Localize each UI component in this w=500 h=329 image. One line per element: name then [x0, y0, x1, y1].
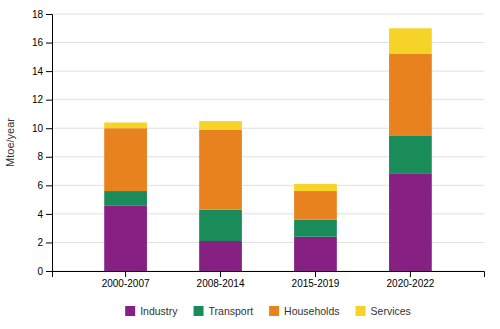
bar [199, 241, 242, 271]
tick-label: 2 [37, 237, 43, 248]
tick-label: 6 [37, 180, 43, 191]
tick: 4 [37, 209, 52, 220]
bar [389, 54, 432, 135]
tick-mark [46, 71, 52, 72]
bars [104, 28, 432, 271]
bar [104, 205, 147, 271]
bar [389, 28, 432, 54]
series [104, 28, 432, 191]
series [104, 54, 432, 220]
tick: 8 [37, 151, 52, 162]
bar [104, 128, 147, 191]
tick: 18 [32, 9, 52, 20]
tick-label: 0 [37, 266, 43, 277]
grid-line [52, 14, 484, 15]
legend-label: Industry [140, 305, 178, 317]
legend-item: Industry [125, 305, 178, 317]
bar [294, 220, 337, 237]
bar [199, 130, 242, 210]
tick: 2008-2014 [197, 271, 245, 289]
tick: 2 [37, 237, 52, 248]
bar [294, 191, 337, 220]
bar [104, 123, 147, 129]
tick: 6 [37, 180, 52, 191]
tick-label: 14 [32, 66, 44, 77]
x-axis: 2000-2007 2008-2014 2015-2019 2020-2022 [53, 271, 485, 289]
tick-label: 10 [32, 123, 44, 134]
tick-label: 8 [37, 151, 43, 162]
legend-item: Services [356, 305, 411, 317]
tick-label: 2000-2007 [102, 278, 150, 289]
bar [199, 121, 242, 130]
axis-domain [46, 15, 53, 272]
legend-label: Households [284, 305, 339, 317]
tick-label: 2008-2014 [197, 278, 245, 289]
tick: 12 [32, 94, 52, 105]
bar [199, 210, 242, 241]
tick-mark [46, 157, 52, 158]
legend-item: Transport [194, 305, 254, 317]
tick-mark [410, 271, 411, 277]
tick-mark [46, 185, 52, 186]
series [104, 174, 432, 271]
tick: 2015-2019 [292, 271, 340, 289]
tick: 14 [32, 66, 52, 77]
legend-label: Transport [209, 305, 254, 317]
tick-mark [46, 128, 52, 129]
tick-mark [46, 14, 52, 15]
axis-domain [53, 272, 485, 278]
legend: Industry Transport Households Services [125, 305, 411, 317]
axis-title: Mtoe/year [4, 118, 16, 167]
tick-mark [125, 271, 126, 277]
tick-mark [315, 271, 316, 277]
legend-label: Services [371, 305, 411, 317]
bar [294, 237, 337, 271]
chart: 0 2 4 6 8 10 12 14 16 18 2000-2007 2008-2014 2015-20… [0, 0, 500, 329]
bar [104, 191, 147, 205]
tick: 2000-2007 [102, 271, 150, 289]
series [104, 135, 432, 241]
tick-mark [46, 43, 52, 44]
tick: 16 [32, 37, 52, 48]
y-axis: 0 2 4 6 8 10 12 14 16 18 [32, 9, 53, 277]
tick-mark [46, 214, 52, 215]
tick-label: 12 [32, 94, 44, 105]
tick-mark [46, 271, 52, 272]
bar [389, 174, 432, 271]
tick-mark [46, 242, 52, 243]
legend-swatch [125, 306, 135, 316]
grid [52, 14, 484, 271]
tick-label: 2015-2019 [292, 278, 340, 289]
bar [389, 135, 432, 174]
tick: 2020-2022 [387, 271, 435, 289]
legend-swatch [194, 306, 204, 316]
legend-item: Households [269, 305, 339, 317]
legend-swatch [269, 306, 279, 316]
plot: 0 2 4 6 8 10 12 14 16 18 2000-2007 2008-2014 2015-20… [32, 9, 485, 289]
tick-label: 2020-2022 [387, 278, 435, 289]
tick: 0 [37, 266, 52, 277]
tick-label: 4 [37, 209, 43, 220]
legend-swatch [356, 306, 366, 316]
tick-mark [46, 100, 52, 101]
tick-label: 16 [32, 37, 44, 48]
tick-mark [220, 271, 221, 277]
tick-label: 18 [32, 9, 44, 20]
bar [294, 184, 337, 191]
tick: 10 [32, 123, 52, 134]
